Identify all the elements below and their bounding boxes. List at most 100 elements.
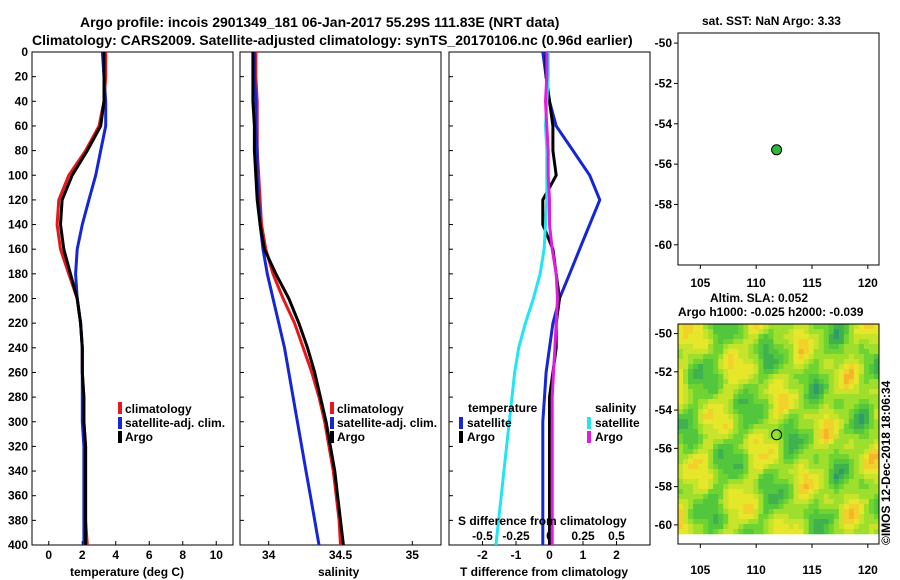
sla-cell — [798, 394, 804, 400]
sla-cell — [838, 434, 845, 440]
sla-cell — [783, 484, 789, 490]
salinity-xlabel: salinity — [318, 565, 360, 579]
sla-cell — [873, 379, 880, 385]
sla-cell — [698, 329, 704, 335]
sla-cell — [823, 409, 830, 415]
sla-cell — [793, 374, 799, 380]
sla-cell — [688, 429, 694, 435]
sla-cell — [823, 489, 830, 495]
sla-cell — [813, 394, 819, 400]
sla-cell — [773, 374, 779, 380]
sla-cell — [703, 344, 709, 350]
sla-cell — [818, 514, 825, 520]
depth-tick-label: 100 — [8, 168, 28, 182]
sla-cell — [778, 414, 784, 420]
sla-cell — [733, 434, 739, 440]
sla-cell — [818, 474, 825, 480]
sla-cell — [813, 449, 819, 455]
sla-cell — [768, 469, 774, 475]
sla-cell — [783, 349, 789, 355]
temperature-lines — [55, 51, 108, 546]
sla-cell — [793, 354, 799, 360]
sla-cell — [718, 524, 724, 530]
sla-cell — [823, 329, 830, 335]
sla-cell — [733, 409, 739, 415]
sla-cell — [698, 384, 704, 390]
sla-cell — [778, 394, 784, 400]
sla-cell — [743, 504, 749, 510]
sla-cell — [743, 384, 749, 390]
sla-cell — [853, 344, 860, 350]
sla-cell — [768, 509, 774, 515]
sla-cell — [793, 424, 799, 430]
sla-cell — [688, 484, 694, 490]
sla-cell — [693, 489, 699, 495]
sla-cell — [698, 479, 704, 485]
sla-cell — [833, 384, 840, 390]
sla-cell — [833, 444, 840, 450]
sla-cell — [723, 504, 729, 510]
sla-cell — [723, 324, 729, 330]
sla-cell — [763, 429, 769, 435]
sla-cell — [808, 349, 814, 355]
sla-cell — [688, 454, 694, 460]
sla-cell — [798, 339, 804, 345]
sla-cell — [698, 369, 704, 375]
sla-cell — [813, 434, 819, 440]
map-y-tick-label: -58 — [655, 197, 673, 211]
sla-cell — [753, 409, 759, 415]
map-y-tick-label: -54 — [655, 117, 673, 131]
sla-cell — [733, 404, 739, 410]
sla-cell — [773, 479, 779, 485]
sla-cell — [848, 379, 855, 385]
sla-cell — [768, 384, 774, 390]
sla-cell — [858, 344, 865, 350]
sla-cell — [818, 329, 825, 335]
sla-cell — [863, 344, 870, 350]
sla-cell — [813, 379, 819, 385]
sla-cell — [683, 414, 689, 420]
sla-cell — [743, 354, 749, 360]
legend-label-t-satellite: satellite — [467, 416, 512, 430]
sla-cell — [803, 449, 809, 455]
sla-cell — [788, 454, 794, 460]
sla-cell — [793, 419, 799, 425]
sla-cell — [718, 354, 724, 360]
sla-cell — [778, 454, 784, 460]
sla-cell — [793, 439, 799, 445]
sla-cell — [723, 359, 729, 365]
sla-cell — [728, 489, 734, 495]
sla-cell — [833, 409, 840, 415]
depth-tick-label: 180 — [8, 267, 28, 281]
sla-cell — [698, 439, 704, 445]
sla-cell — [848, 444, 855, 450]
sla-cell — [713, 504, 719, 510]
sla-cell — [808, 409, 814, 415]
sla-cell — [863, 424, 870, 430]
sla-cell — [748, 504, 754, 510]
sla-cell — [848, 499, 855, 505]
sla-cell — [693, 344, 699, 350]
sla-cell — [683, 334, 689, 340]
sla-cell — [833, 359, 840, 365]
depth-tick-label: 220 — [8, 316, 28, 330]
sla-cell — [828, 459, 835, 465]
sla-cell — [838, 329, 845, 335]
sla-cell — [793, 464, 799, 470]
sla-cell — [853, 329, 860, 335]
sla-cell — [863, 434, 870, 440]
sla-cell — [823, 479, 830, 485]
sla-cell — [873, 429, 880, 435]
sla-cell — [808, 344, 814, 350]
sla-cell — [853, 389, 860, 395]
sla-cell — [848, 394, 855, 400]
sla-cell — [773, 364, 779, 370]
sla-cell — [718, 514, 724, 520]
sla-cell — [833, 404, 840, 410]
sla-cell — [863, 504, 870, 510]
sla-cell — [793, 479, 799, 485]
sla-cell — [743, 344, 749, 350]
sla-cell — [863, 469, 870, 475]
sla-cell — [703, 429, 709, 435]
sla-cell — [843, 529, 850, 535]
